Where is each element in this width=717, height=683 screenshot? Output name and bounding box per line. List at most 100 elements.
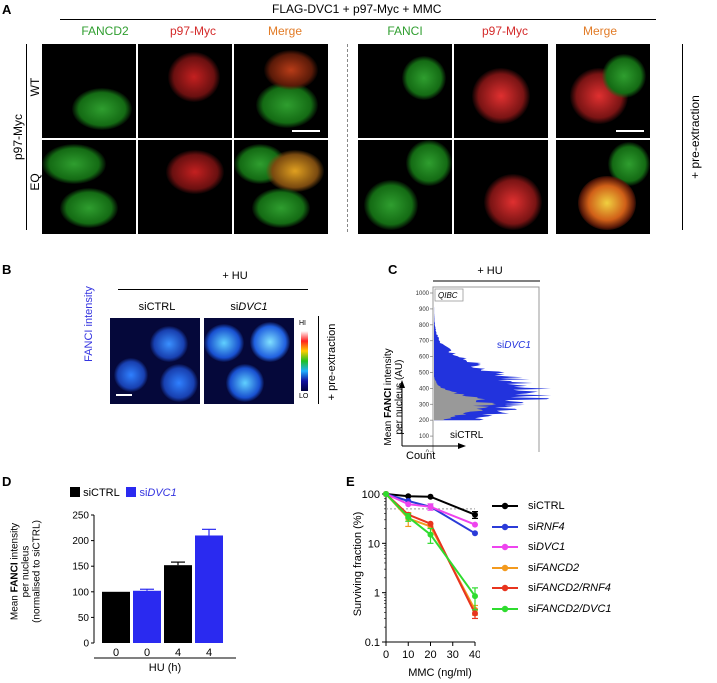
e-point-5-0 <box>383 491 389 497</box>
panel-e-xlabel: MMC (ng/ml) <box>408 667 472 679</box>
e-legend-item-5: siFANCD2/DVC1 <box>490 599 710 620</box>
e-point-5-3 <box>472 593 478 600</box>
row-label-wt: WT <box>28 77 42 97</box>
d-bar-1 <box>133 590 161 643</box>
e-legend-item-3: siFANCD2 <box>490 558 710 579</box>
e-ytick-label-10: 10 <box>368 538 380 550</box>
c-ytick-label-0: 0 <box>426 450 430 452</box>
panel-d-chart: 0 50 100 150 200 250 0 0 4 4 HU (h) <box>72 511 236 674</box>
row-group-label: p97-Myc <box>11 114 25 161</box>
scale-bar-a-left <box>292 130 320 132</box>
image-wt-p97-right <box>454 44 548 138</box>
panel-b-side-bracket <box>318 316 319 404</box>
panel-d-legend: siCTRL siDVC1 <box>70 487 177 499</box>
e-legend-label-1: siRNF4 <box>528 520 565 533</box>
c-ytick-label-100: 100 <box>419 434 430 440</box>
panel-b-side-label: + pre-extraction <box>326 323 338 401</box>
panel-a-side-bracket <box>682 44 683 230</box>
legend-d-swatch-ctrl <box>70 487 80 497</box>
c-ytick-label-200: 200 <box>419 418 430 424</box>
c-ytick-label-600: 600 <box>419 355 430 361</box>
e-legend-label-3: siFANCD2 <box>528 561 580 574</box>
e-xtick-label-0: 0 <box>383 649 389 661</box>
panel-d-ylabel: Mean FANCI intensity per nucleus (normal… <box>6 505 46 635</box>
c-ytick-label-1000: 1000 <box>416 291 430 297</box>
panel-b-treatment: + HU <box>222 270 248 282</box>
e-point-4-3 <box>472 610 478 617</box>
col-label-merge-right: Merge <box>582 24 617 38</box>
d-ytick-label-100: 100 <box>72 587 89 598</box>
panel-d-letter: D <box>2 474 12 489</box>
image-eq-fanci <box>358 140 452 234</box>
image-b-sictrl <box>110 318 200 404</box>
e-point-0-1 <box>405 493 412 500</box>
panel-a-title-line <box>60 19 656 20</box>
d-ytick-label-0: 0 <box>83 639 89 650</box>
image-wt-merge-right <box>556 44 650 138</box>
legend-d-label-ctrl: siCTRL <box>83 487 120 499</box>
e-series-line-2 <box>385 493 476 526</box>
e-ytick-label-100: 100 <box>362 489 380 501</box>
panel-e-chart: 0.1 1 10 100 0 10 20 30 40 MMC (ng/ml) <box>362 489 480 679</box>
e-xtick-label-20: 20 <box>424 649 436 661</box>
e-legend-item-4: siFANCD2/RNF4 <box>490 578 710 599</box>
row-label-eq: EQ <box>28 173 42 191</box>
panel-d-ylabel-line1: Mean FANCI intensity <box>9 522 21 621</box>
image-eq-merge-left <box>234 140 328 234</box>
e-legend-item-1: siRNF4 <box>490 517 710 538</box>
image-eq-p97-left <box>138 140 232 234</box>
panel-a-divider <box>347 44 348 232</box>
panel-d-xlabel: HU (h) <box>149 662 181 674</box>
color-scale-hi: HI <box>299 320 306 327</box>
d-ytick-label-200: 200 <box>72 536 89 547</box>
image-b-sidvc1 <box>204 318 294 404</box>
panel-d-ylabel-line3: (normalised to siCTRL) <box>31 520 43 623</box>
d-bar-0 <box>102 591 130 643</box>
panel-c-xlabel: Count <box>406 450 436 462</box>
panel-c-ylabel-line1: Mean FANCI intensity <box>383 348 394 446</box>
d-ytick-label-50: 50 <box>78 613 90 624</box>
histogram-sidvc1 <box>434 300 552 421</box>
legend-d-swatch-dvc1 <box>126 487 137 497</box>
histogram-sictrl <box>434 377 497 421</box>
d-ytick-label-150: 150 <box>72 562 89 573</box>
d-bar-2 <box>164 565 192 643</box>
col-label-merge-left: Merge <box>267 24 302 38</box>
image-eq-merge-right <box>556 140 650 234</box>
panel-c-series-dvc1: siDVC1 <box>497 340 531 351</box>
panel-c-treatment: + HU <box>477 265 502 277</box>
panel-b-cond1: siCTRL <box>138 301 176 313</box>
e-legend-label-4: siFANCD2/RNF4 <box>528 582 611 595</box>
e-series-line-4 <box>385 493 476 614</box>
e-legend-swatch-0 <box>492 503 518 510</box>
panel-e-letter: E <box>346 474 355 489</box>
scale-bar-b <box>116 394 132 396</box>
e-point-5-2 <box>427 531 434 538</box>
c-ytick-label-400: 400 <box>419 386 430 392</box>
e-legend-swatch-4 <box>492 585 518 592</box>
c-ytick-label-900: 900 <box>419 307 430 313</box>
panel-a-title: FLAG-DVC1 + p97-Myc + MMC <box>272 2 442 16</box>
e-legend-label-0: siCTRL <box>528 500 565 513</box>
d-xtick-label-0: 0 <box>113 647 119 659</box>
e-series-line-3 <box>385 493 476 611</box>
panel-a-letter: A <box>2 2 12 17</box>
col-label-p97-left: p97-Myc <box>169 24 216 38</box>
e-series-line-1 <box>385 493 476 535</box>
panel-e-legend: siCTRL siRNF4 siDVC1 siFANCD2 siFANCD2/RNF4 s… <box>490 496 710 619</box>
panel-c-axes-arrow <box>399 380 466 449</box>
d-xtick-label-3: 4 <box>206 647 212 659</box>
d-ytick-label-250: 250 <box>72 511 89 522</box>
image-wt-merge-left <box>234 44 328 138</box>
scale-bar-a-right <box>616 130 644 132</box>
e-series-line-5 <box>385 493 476 597</box>
e-point-1-3 <box>472 530 478 537</box>
panel-c-letter: C <box>388 262 398 277</box>
c-ytick-label-500: 500 <box>419 371 430 377</box>
c-ytick-label-300: 300 <box>419 402 430 408</box>
e-point-2-3 <box>472 521 478 528</box>
d-xtick-label-1: 0 <box>144 647 150 659</box>
image-wt-p97-left <box>138 44 232 138</box>
c-ytick-label-700: 700 <box>419 339 430 345</box>
panel-b-treatment-line <box>118 289 308 290</box>
